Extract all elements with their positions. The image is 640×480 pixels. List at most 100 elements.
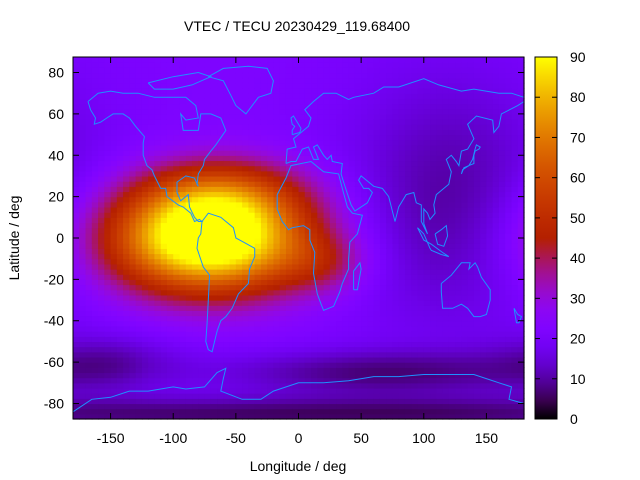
heatmap-cell — [285, 372, 293, 379]
heatmap-cell — [498, 341, 506, 348]
heatmap-cell — [392, 300, 400, 306]
heatmap-cell — [104, 263, 112, 270]
heatmap-cell — [292, 108, 300, 115]
heatmap-cell — [85, 310, 93, 317]
heatmap-cell — [423, 98, 431, 105]
heatmap-cell — [473, 243, 481, 249]
heatmap-cell — [73, 165, 80, 172]
heatmap-cell — [173, 274, 181, 280]
heatmap-cell — [160, 181, 168, 187]
heatmap-cell — [79, 57, 87, 63]
heatmap-cell — [85, 217, 93, 224]
heatmap-cell — [373, 181, 381, 187]
heatmap-cell — [361, 119, 368, 125]
heatmap-cell — [260, 93, 268, 99]
heatmap-cell — [110, 119, 118, 125]
heatmap-cell — [354, 124, 362, 130]
heatmap-cell — [148, 103, 156, 110]
heatmap-cell — [210, 139, 218, 146]
heatmap-cell — [492, 160, 500, 167]
heatmap-cell — [242, 346, 249, 353]
heatmap-cell — [285, 356, 293, 363]
heatmap-cell — [91, 294, 99, 301]
heatmap-cell — [486, 217, 494, 224]
heatmap-cell — [411, 351, 419, 358]
heatmap-cell — [461, 113, 469, 120]
heatmap-cell — [486, 144, 494, 151]
heatmap-cell — [342, 206, 350, 213]
heatmap-cell — [129, 393, 137, 399]
heatmap-cell — [235, 206, 243, 213]
heatmap-cell — [192, 346, 199, 353]
heatmap-cell — [367, 191, 375, 198]
heatmap-cell — [436, 248, 444, 255]
heatmap-cell — [342, 88, 350, 94]
heatmap-cell — [166, 377, 174, 384]
heatmap-cell — [354, 57, 362, 63]
heatmap-cell — [129, 408, 137, 415]
heatmap-cell — [198, 279, 206, 286]
heatmap-cell — [486, 238, 494, 244]
heatmap-cell — [442, 413, 450, 420]
heatmap-cell — [98, 227, 105, 234]
heatmap-cell — [442, 294, 450, 301]
heatmap-cell — [223, 243, 231, 249]
heatmap-cell — [498, 108, 506, 115]
heatmap-cell — [455, 372, 462, 379]
heatmap-cell — [423, 413, 431, 420]
heatmap-cell — [467, 222, 475, 229]
heatmap-cell — [204, 315, 212, 322]
heatmap-cell — [242, 413, 249, 420]
heatmap-cell — [267, 160, 275, 167]
heatmap-cell — [517, 325, 525, 332]
heatmap-cell — [135, 98, 143, 105]
heatmap-cell — [91, 98, 99, 105]
heatmap-cell — [285, 238, 293, 244]
heatmap-cell — [248, 398, 256, 405]
heatmap-cell — [260, 243, 268, 249]
heatmap-cell — [79, 258, 87, 265]
heatmap-cell — [273, 310, 281, 317]
heatmap-cell — [367, 248, 375, 255]
heatmap-cell — [223, 88, 231, 94]
heatmap-cell — [379, 325, 387, 332]
heatmap-cell — [185, 155, 193, 162]
heatmap-cell — [329, 351, 337, 358]
heatmap-cell — [411, 269, 419, 275]
heatmap-cell — [311, 119, 318, 125]
heatmap-cell — [505, 155, 513, 162]
heatmap-cell — [116, 305, 124, 311]
heatmap-cell — [217, 139, 224, 146]
heatmap-cell — [348, 57, 356, 63]
heatmap-cell — [235, 274, 243, 280]
heatmap-cell — [85, 315, 93, 322]
heatmap-cell — [185, 175, 193, 182]
heatmap-cell — [336, 305, 343, 311]
heatmap-cell — [342, 227, 350, 234]
heatmap-cell — [455, 103, 462, 110]
heatmap-cell — [367, 129, 375, 136]
heatmap-cell — [79, 82, 87, 89]
heatmap-cell — [505, 206, 513, 213]
heatmap-cell — [116, 248, 124, 255]
heatmap-cell — [505, 336, 513, 343]
heatmap-cell — [179, 181, 187, 187]
heatmap-cell — [298, 408, 306, 415]
heatmap-cell — [267, 181, 275, 187]
heatmap-cell — [204, 232, 212, 239]
heatmap-cell — [473, 181, 481, 187]
heatmap-cell — [279, 263, 287, 270]
heatmap-cell — [323, 393, 331, 399]
heatmap-cell — [154, 341, 162, 348]
heatmap-cell — [185, 408, 193, 415]
heatmap-cell — [311, 243, 318, 249]
heatmap-cell — [367, 62, 375, 68]
heatmap-cell — [110, 196, 118, 203]
heatmap-cell — [185, 331, 193, 337]
heatmap-cell — [185, 413, 193, 420]
heatmap-cell — [204, 57, 212, 63]
heatmap-cell — [461, 398, 469, 405]
heatmap-cell — [273, 82, 281, 89]
heatmap-cell — [173, 98, 181, 105]
heatmap-cell — [411, 377, 419, 384]
